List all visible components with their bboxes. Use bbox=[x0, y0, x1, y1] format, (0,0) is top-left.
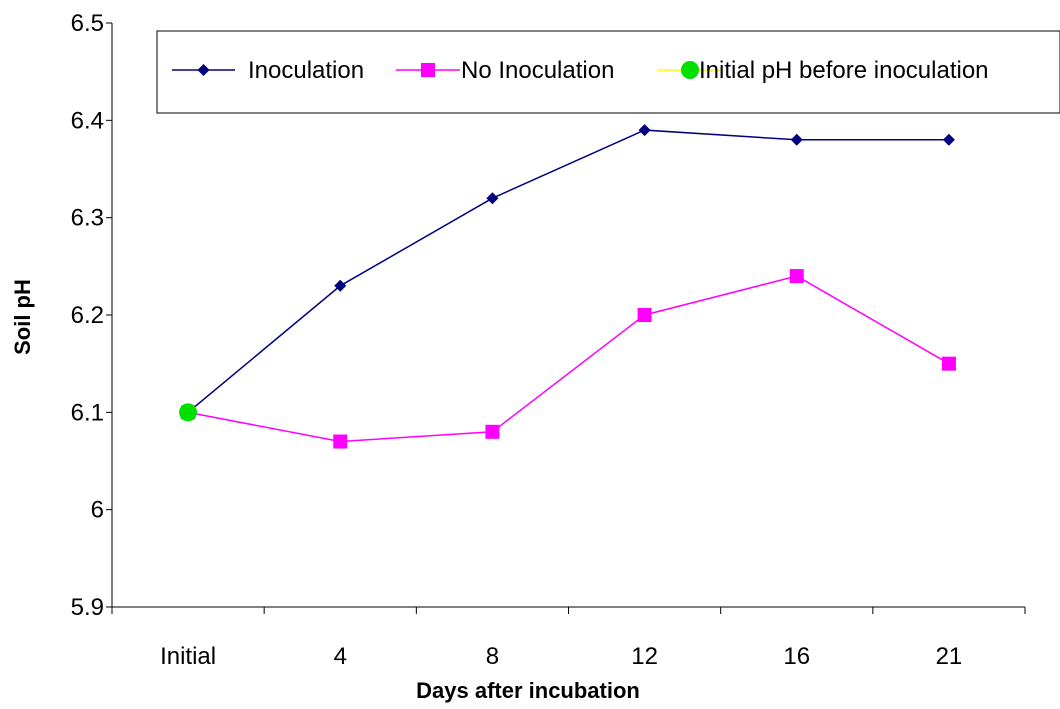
data-point bbox=[486, 192, 499, 205]
y-tick-label: 6.4 bbox=[71, 107, 104, 134]
series-line bbox=[187, 129, 949, 413]
legend-marker bbox=[421, 63, 435, 77]
legend: Inoculation No Inoculation Initial pH befo… bbox=[156, 30, 1060, 114]
x-tick-label: Initial bbox=[160, 643, 216, 670]
y-tick-label: 6 bbox=[91, 497, 104, 524]
x-tick-label: 21 bbox=[936, 643, 963, 670]
data-point bbox=[485, 424, 500, 439]
x-tick-label: 16 bbox=[783, 643, 810, 670]
data-point bbox=[334, 279, 347, 292]
x-tick-label: 4 bbox=[334, 643, 347, 670]
chart-series bbox=[179, 124, 956, 449]
legend-marker bbox=[681, 61, 699, 79]
legend-entry: Inoculation bbox=[172, 57, 364, 84]
x-tick-label: 8 bbox=[486, 643, 499, 670]
chart-axes: 5.9 6 6.1 6.2 6.3 6.4 6.5 Initial 4 8 12 16 21 bbox=[71, 10, 1026, 670]
legend-label: Initial pH before inoculation bbox=[699, 57, 989, 84]
x-tick-label: 12 bbox=[631, 643, 658, 670]
legend-marker bbox=[197, 64, 210, 76]
data-point bbox=[941, 356, 956, 371]
x-axis-title: Days after incubation bbox=[416, 678, 640, 703]
data-point bbox=[638, 124, 651, 137]
y-tick-label: 6.3 bbox=[71, 205, 104, 232]
series-0 bbox=[182, 124, 955, 419]
legend-entry: Initial pH before inoculation bbox=[658, 57, 989, 84]
y-axis-title: Soil pH bbox=[10, 279, 35, 355]
data-point bbox=[179, 403, 198, 422]
y-tick-label: 6.1 bbox=[71, 399, 104, 426]
data-point bbox=[942, 133, 955, 146]
series-line bbox=[187, 275, 950, 443]
legend-label: Inoculation bbox=[248, 57, 364, 84]
data-point bbox=[789, 269, 804, 284]
y-tick-label: 5.9 bbox=[71, 594, 104, 621]
data-point bbox=[637, 308, 652, 322]
legend-box bbox=[156, 30, 1060, 114]
data-point bbox=[790, 133, 803, 146]
series-2 bbox=[179, 403, 198, 422]
data-point bbox=[333, 434, 348, 449]
legend-entry: No Inoculation bbox=[396, 57, 614, 84]
y-tick-label: 6.2 bbox=[71, 302, 104, 329]
series-1 bbox=[181, 269, 956, 449]
y-tick-label: 6.5 bbox=[71, 10, 104, 37]
legend-label: No Inoculation bbox=[461, 57, 614, 84]
